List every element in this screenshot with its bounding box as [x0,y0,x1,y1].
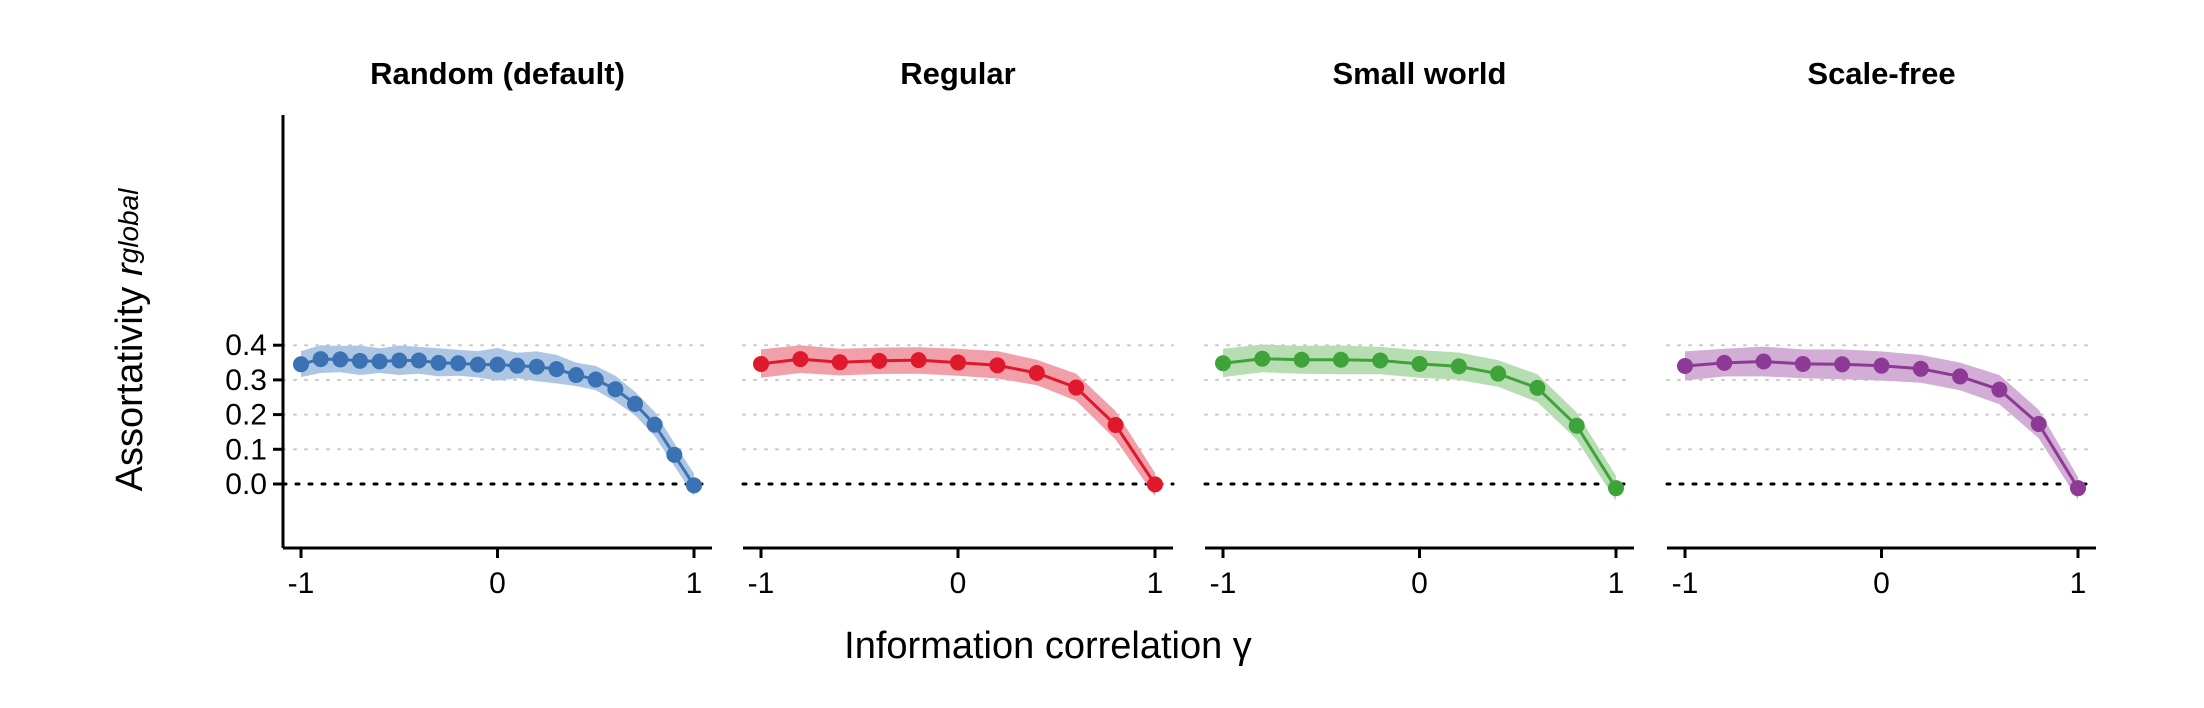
x-tick-label: -1 [288,567,315,600]
data-point [1873,357,1890,374]
x-tick-label: -1 [1672,567,1699,600]
y-axis-title: Assortativity rglobal [109,188,151,492]
data-point [410,352,427,369]
data-point [1490,365,1507,382]
data-point [1332,351,1349,368]
data-point [910,352,927,369]
data-point [548,361,565,378]
chart-panels: Random (default) -1 0 1 0.00.10.20.30.4 Regul… [225,56,2098,600]
data-point [1411,355,1428,372]
data-point [312,351,329,368]
data-point [831,354,848,371]
data-point [293,356,309,373]
data-point [607,381,624,398]
data-point [1450,358,1467,375]
data-point [1716,354,1733,371]
data-point [332,351,349,368]
data-point [792,351,809,368]
data-point [430,354,447,371]
panel-3: Scale-free -1 0 1 [1665,56,2098,600]
x-tick-label: -1 [1210,567,1237,600]
y-tick-label: 0.1 [225,433,267,466]
data-point [528,358,545,375]
data-point [1568,417,1585,434]
y-tick-label: 0.0 [225,468,267,501]
x-tick-label: 0 [1873,567,1890,600]
y-axis-title-symbol: r [109,262,151,276]
data-point [2070,480,2086,497]
y-tick-label: 0.4 [225,329,267,362]
x-axis-title: Information correlation γ [844,625,1252,667]
confidence-band [761,345,1155,497]
panel-title: Small world [1333,56,1507,91]
data-point [686,477,702,494]
data-point [450,355,467,372]
data-point [871,352,888,369]
x-tick-label: 0 [489,567,506,600]
data-point [950,354,966,371]
data-point [1254,350,1271,367]
data-point [1529,379,1546,396]
data-point [1608,480,1624,497]
data-point [568,367,585,384]
data-point [1215,355,1231,372]
data-point [753,355,769,372]
data-point [1755,353,1772,370]
y-axis-title-main: Assortativity [109,276,151,491]
panel-2: Small world -1 0 1 [1203,56,1636,600]
data-point [989,357,1006,374]
data-point [666,446,683,463]
x-tick-label: -1 [748,567,775,600]
data-point [489,356,506,373]
x-tick-label: 1 [686,567,703,600]
data-point [1677,358,1693,375]
data-point [509,357,526,374]
data-point [1952,368,1969,385]
x-tick-label: 1 [2070,567,2087,600]
data-point [469,356,486,373]
data-point [1834,356,1851,373]
data-point [646,416,663,433]
data-point [1147,476,1163,493]
x-tick-label: 0 [1411,567,1428,600]
data-point [1794,355,1811,372]
data-point [1028,364,1045,381]
x-tick-label: 1 [1147,567,1164,600]
panel-title: Random (default) [370,56,625,91]
data-point [371,353,388,370]
panel-1: Regular -1 0 1 [741,56,1175,600]
y-tick-label: 0.2 [225,399,267,432]
data-point [587,371,604,388]
x-tick-label: 1 [1608,567,1625,600]
data-point [2030,415,2047,432]
confidence-band [1223,344,1616,501]
data-point [1991,381,2008,398]
confidence-band [1685,346,2078,500]
data-point [1372,352,1389,369]
data-point [1107,417,1124,434]
panel-title: Regular [900,56,1015,91]
data-point [391,352,408,369]
data-point [627,395,644,412]
panel-0: Random (default) -1 0 1 0.00.10.20.30.4 [225,56,714,600]
data-point [351,352,368,369]
y-axis-title-subscript: global [113,188,144,264]
data-point [1068,379,1085,396]
data-point [1293,351,1310,368]
x-tick-label: 0 [950,567,967,600]
data-point [1912,360,1929,377]
y-tick-label: 0.3 [225,364,267,397]
panel-title: Scale-free [1807,56,1955,91]
